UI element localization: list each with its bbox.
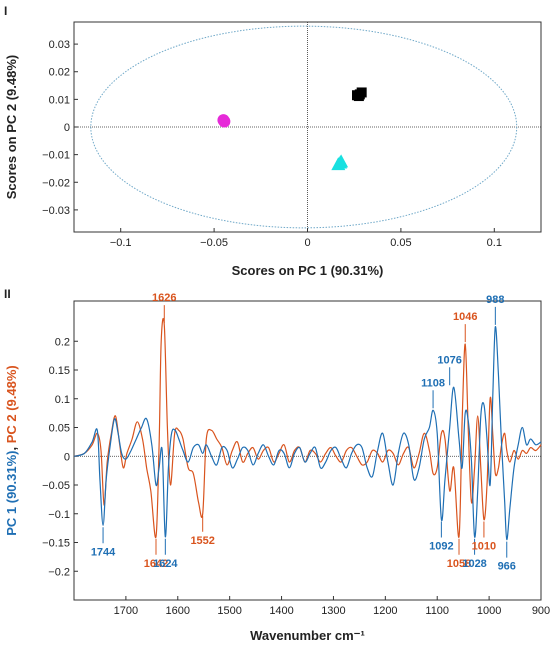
y-tick-label: −0.05 — [42, 480, 70, 492]
y-tick-label: −0.2 — [48, 566, 70, 578]
y-axis-label-part: PC 2 (9.48%) — [4, 365, 19, 443]
loadings-y-ticks: −0.2 −0.15 −0.1 −0.05 0 0.05 0.1 0.15 0.2 — [42, 336, 78, 578]
score-point-triangle — [333, 155, 348, 169]
x-tick-label: −0.05 — [200, 237, 228, 249]
peak-label: 966 — [498, 561, 516, 573]
y-tick-label: −0.03 — [42, 205, 70, 217]
y-tick-label: −0.1 — [48, 509, 70, 521]
scores-y-axis-label: Scores on PC 2 (9.48%) — [4, 55, 19, 200]
peak-label: 1076 — [437, 354, 461, 366]
loadings-x-ticks: 1700 1600 1500 1400 1300 1200 1100 1000 900 — [114, 596, 550, 617]
scores-plot-zero-lines — [74, 22, 541, 232]
y-tick-label: 0.02 — [49, 67, 70, 79]
series-line-pc2 — [73, 318, 542, 539]
y-axis-label-part: , — [4, 443, 19, 450]
y-tick-label: 0.03 — [49, 39, 70, 51]
x-tick-label: 1500 — [217, 605, 241, 617]
scores-points — [217, 87, 367, 171]
peak-label: 1626 — [152, 292, 176, 304]
score-point-square — [354, 89, 365, 100]
peak-label: 988 — [486, 294, 504, 306]
y-tick-label: −0.02 — [42, 177, 70, 189]
panel-loadings-plot: II 1700 1600 1500 1400 1300 1200 1100 1000 900 −… — [4, 287, 550, 643]
x-tick-label: 1600 — [166, 605, 190, 617]
loadings-y-axis-label: PC 1 (90.31%), PC 2 (9.48%) — [4, 365, 19, 536]
panel-scores-plot: I −0.1 −0.05 0 0.05 0.1 −0.03 −0.02 −0.01 0 0.01… — [4, 4, 542, 278]
x-tick-label: −0.1 — [110, 237, 132, 249]
peak-label: 1092 — [429, 541, 453, 553]
peak-label: 1058 — [447, 558, 471, 570]
peak-label: 1046 — [453, 311, 477, 323]
y-tick-label: 0.01 — [49, 94, 70, 106]
peak-label: 1108 — [421, 377, 445, 389]
y-tick-label: 0.1 — [55, 394, 70, 406]
peak-label: 1744 — [91, 546, 116, 558]
x-tick-label: 1000 — [477, 605, 501, 617]
loadings-series — [73, 318, 542, 541]
peak-label: 1010 — [472, 541, 496, 553]
loadings-x-axis-label: Wavenumber cm⁻¹ — [250, 628, 365, 643]
x-tick-label: 0.1 — [487, 237, 502, 249]
y-tick-label: 0.05 — [49, 423, 70, 435]
x-tick-label: 0.05 — [390, 237, 411, 249]
panel-label-i: I — [4, 4, 7, 18]
loadings-plot-frame — [73, 300, 542, 601]
scores-y-ticks: −0.03 −0.02 −0.01 0 0.01 0.02 0.03 — [42, 39, 78, 217]
x-tick-label: 0 — [304, 237, 310, 249]
peak-label: 1552 — [190, 535, 214, 547]
peak-label: 1624 — [153, 558, 178, 570]
peak-label: 1028 — [462, 558, 486, 570]
y-tick-label: 0 — [64, 122, 70, 134]
x-tick-label: 1300 — [321, 605, 345, 617]
y-axis-label-part: PC 1 (90.31%) — [4, 451, 19, 536]
x-tick-label: 900 — [532, 605, 550, 617]
y-tick-label: 0 — [64, 451, 70, 463]
y-tick-label: 0.15 — [49, 365, 70, 377]
x-tick-label: 1400 — [269, 605, 293, 617]
score-point-circle — [218, 115, 231, 128]
confidence-ellipse — [90, 25, 518, 229]
series-line-pc1 — [73, 326, 542, 541]
panel-label-ii: II — [4, 287, 11, 301]
x-tick-label: 1700 — [114, 605, 138, 617]
y-tick-label: 0.2 — [55, 336, 70, 348]
x-tick-label: 1100 — [425, 605, 449, 617]
x-tick-label: 1200 — [373, 605, 397, 617]
peak-label: 1642 — [144, 558, 168, 570]
scores-x-ticks: −0.1 −0.05 0 0.05 0.1 — [110, 228, 502, 249]
y-tick-label: −0.01 — [42, 150, 70, 162]
scores-x-axis-label: Scores on PC 1 (90.31%) — [232, 263, 384, 278]
y-tick-label: −0.15 — [42, 538, 70, 550]
